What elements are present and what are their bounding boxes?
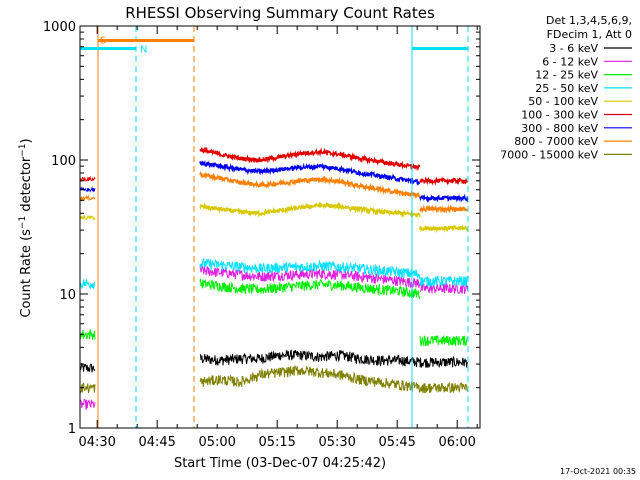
legend-label-100-300-kev: 100 - 300 keV — [521, 109, 598, 122]
series-6-12-kev-pre — [79, 398, 96, 410]
series-7000-15000-kev-main — [199, 364, 421, 393]
series-50-100-kev-main — [199, 201, 421, 219]
y-axis-label-sup2: −1 — [18, 143, 28, 156]
x-tick-label: 04:45 — [138, 435, 175, 450]
legend-label-50-100-kev: 50 - 100 keV — [528, 95, 598, 108]
y-tick-label: 1000 — [43, 20, 76, 35]
series-3-6-kev-main — [199, 349, 421, 368]
legend-label-300-800-kev: 300 - 800 keV — [521, 122, 598, 135]
series-300-800-kev-post — [419, 193, 469, 203]
plot-frame — [79, 25, 481, 429]
series-25-50-kev-post — [419, 275, 468, 288]
legend: Det 1,3,4,5,6,9, FDecim 1, Att 0 3 - 6 k… — [500, 14, 632, 161]
series-25-50-kev-main — [199, 258, 421, 280]
saa-label: S — [100, 35, 106, 46]
legend-label-3-6-kev: 3 - 6 keV — [549, 42, 598, 55]
series-12-25-kev-pre — [79, 328, 96, 340]
axes: 1 10 100 1000 04:30 04:45 05:00 05:15 05:30 05:45… — [43, 20, 481, 450]
series-300-800-kev-main — [199, 159, 420, 186]
series-3-6-kev-pre — [79, 363, 96, 373]
series-100-300-kev-pre — [79, 175, 96, 183]
y-axis-label: Count Rate (s−1 detector−1) — [18, 138, 34, 317]
legend-label-12-25-kev: 12 - 25 keV — [535, 69, 598, 82]
x-tick-label: 05:30 — [318, 435, 355, 450]
series-100-300-kev-main — [199, 146, 421, 172]
y-axis-label-mid: detector — [19, 156, 34, 216]
x-tick-label: 05:15 — [258, 435, 295, 450]
y-axis-label-main: Count Rate (s — [19, 229, 34, 318]
y-axis-label-end: ) — [19, 138, 34, 143]
x-tick-label: 06:00 — [438, 435, 475, 450]
legend-header-2: FDecim 1, Att 0 — [547, 28, 632, 41]
series-800-7000-kev-pre — [79, 194, 96, 202]
series-6-12-kev-post — [419, 282, 468, 294]
chart-title: RHESSI Observing Summary Count Rates — [125, 4, 435, 22]
series-800-7000-kev-main — [199, 171, 421, 199]
legend-label-7000-15000-kev: 7000 - 15000 keV — [500, 148, 598, 161]
series-3-6-kev-post — [419, 355, 468, 369]
plot-area: SN — [79, 26, 469, 428]
footer-timestamp: 17-Oct-2021 00:35 — [560, 467, 636, 476]
series-100-300-kev-post — [419, 176, 468, 186]
legend-header-1: Det 1,3,4,5,6,9, — [546, 14, 632, 27]
legend-label-6-12-kev: 6 - 12 keV — [542, 55, 598, 68]
y-tick-label: 1 — [68, 422, 76, 437]
x-tick-label: 04:30 — [78, 435, 115, 450]
y-axis-label-sup1: −1 — [18, 216, 28, 229]
y-tick-label: 100 — [51, 154, 76, 169]
series-7000-15000-kev-pre — [79, 382, 96, 394]
legend-label-25-50-kev: 25 - 50 keV — [535, 82, 598, 95]
series-25-50-kev-pre — [79, 278, 95, 290]
x-tick-label: 05:45 — [378, 435, 415, 450]
series-12-25-kev-main — [199, 278, 421, 300]
series-12-25-kev-post — [419, 334, 468, 347]
legend-label-800-7000-kev: 800 - 7000 keV — [514, 135, 598, 148]
series-800-7000-kev-post — [419, 204, 468, 214]
night-label-1: N — [140, 44, 147, 55]
series-50-100-kev-pre — [79, 214, 96, 221]
x-tick-label: 05:00 — [198, 435, 235, 450]
series-50-100-kev-post — [419, 224, 469, 233]
series-7000-15000-kev-post — [419, 381, 468, 394]
y-tick-label: 10 — [59, 288, 76, 303]
x-axis-label: Start Time (03-Dec-07 04:25:42) — [174, 456, 386, 471]
